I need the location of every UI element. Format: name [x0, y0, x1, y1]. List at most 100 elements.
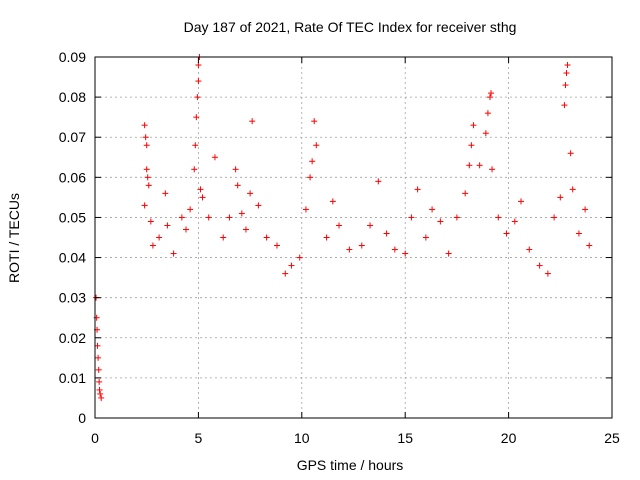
y-tick-label: 0 [78, 410, 86, 426]
y-tick-label: 0.02 [59, 330, 86, 346]
data-point [145, 182, 152, 189]
data-point [402, 250, 409, 257]
x-tick-label: 20 [501, 430, 517, 446]
data-point [482, 130, 489, 137]
data-point [557, 194, 564, 201]
data-point [195, 62, 202, 69]
data-point [205, 214, 212, 221]
data-point [309, 158, 316, 165]
y-tick-label: 0.05 [59, 209, 86, 225]
data-point [149, 242, 156, 249]
data-point [414, 186, 421, 193]
data-point [182, 226, 189, 233]
data-point [187, 206, 194, 213]
y-tick-label: 0.04 [59, 250, 86, 266]
data-point [367, 222, 374, 229]
data-point [164, 222, 171, 229]
data-point [358, 242, 365, 249]
data-point [156, 234, 163, 241]
data-point [462, 190, 469, 197]
data-point [586, 242, 593, 249]
chart-title: Day 187 of 2021, Rate Of TEC Index for r… [184, 19, 517, 35]
data-point [247, 190, 254, 197]
data-point [238, 210, 245, 217]
data-point [282, 270, 289, 277]
x-tick-label: 15 [397, 430, 413, 446]
data-point [561, 102, 568, 109]
axis-ticks: 0 0.01 0.02 0.03 0.04 0.05 0.06 0.07 0.08 0.09 0 5 1… [59, 49, 620, 446]
data-point [437, 218, 444, 225]
data-point [234, 182, 241, 189]
data-point [263, 234, 270, 241]
y-tick-label: 0.03 [59, 290, 86, 306]
data-point [313, 142, 320, 149]
data-point [142, 134, 149, 141]
data-point [518, 198, 525, 205]
data-point [551, 214, 558, 221]
data-point [468, 142, 475, 149]
data-point [582, 206, 589, 213]
data-point [98, 394, 105, 401]
data-point [329, 198, 336, 205]
data-point [197, 186, 204, 193]
data-point [141, 202, 148, 209]
data-point [249, 118, 256, 125]
data-point [311, 118, 318, 125]
data-point [97, 390, 104, 397]
y-tick-label: 0.07 [59, 129, 86, 145]
y-tick-label: 0.08 [59, 89, 86, 105]
data-point [96, 378, 103, 385]
x-tick-label: 0 [91, 430, 99, 446]
data-point [466, 162, 473, 169]
data-points [93, 54, 593, 401]
data-point [536, 262, 543, 269]
data-point [564, 62, 571, 69]
data-point [422, 234, 429, 241]
data-point [232, 166, 239, 173]
data-point [486, 94, 493, 101]
data-point [383, 230, 390, 237]
data-point [199, 194, 206, 201]
data-point [226, 214, 233, 221]
data-point [255, 202, 262, 209]
data-point [192, 142, 199, 149]
data-point [526, 246, 533, 253]
data-point [445, 250, 452, 257]
data-point [470, 122, 477, 129]
data-point [302, 206, 309, 213]
data-point [273, 242, 280, 249]
data-point [162, 190, 169, 197]
x-tick-label: 10 [294, 430, 310, 446]
data-point [288, 262, 295, 269]
data-point [194, 94, 201, 101]
data-point [408, 214, 415, 221]
data-point [391, 246, 398, 253]
data-point [195, 78, 202, 85]
data-point [220, 234, 227, 241]
data-point [489, 166, 496, 173]
data-point [191, 166, 198, 173]
data-point [141, 122, 148, 129]
data-point [495, 214, 502, 221]
data-point [488, 90, 495, 97]
data-point [476, 162, 483, 169]
data-point [336, 222, 343, 229]
data-point [567, 150, 574, 157]
y-tick-label: 0.09 [59, 49, 86, 65]
data-point [346, 246, 353, 253]
plot-frame [94, 56, 613, 419]
y-axis-label: ROTI / TECUs [6, 193, 22, 283]
data-point [569, 186, 576, 193]
y-tick-label: 0.01 [59, 370, 86, 386]
data-point [95, 366, 102, 373]
x-tick-label: 25 [604, 430, 620, 446]
data-point [147, 218, 154, 225]
data-point [95, 354, 102, 361]
data-point [544, 270, 551, 277]
data-point [144, 174, 151, 181]
data-point [170, 250, 177, 257]
data-point [453, 214, 460, 221]
data-point [96, 386, 103, 393]
data-point [242, 226, 249, 233]
